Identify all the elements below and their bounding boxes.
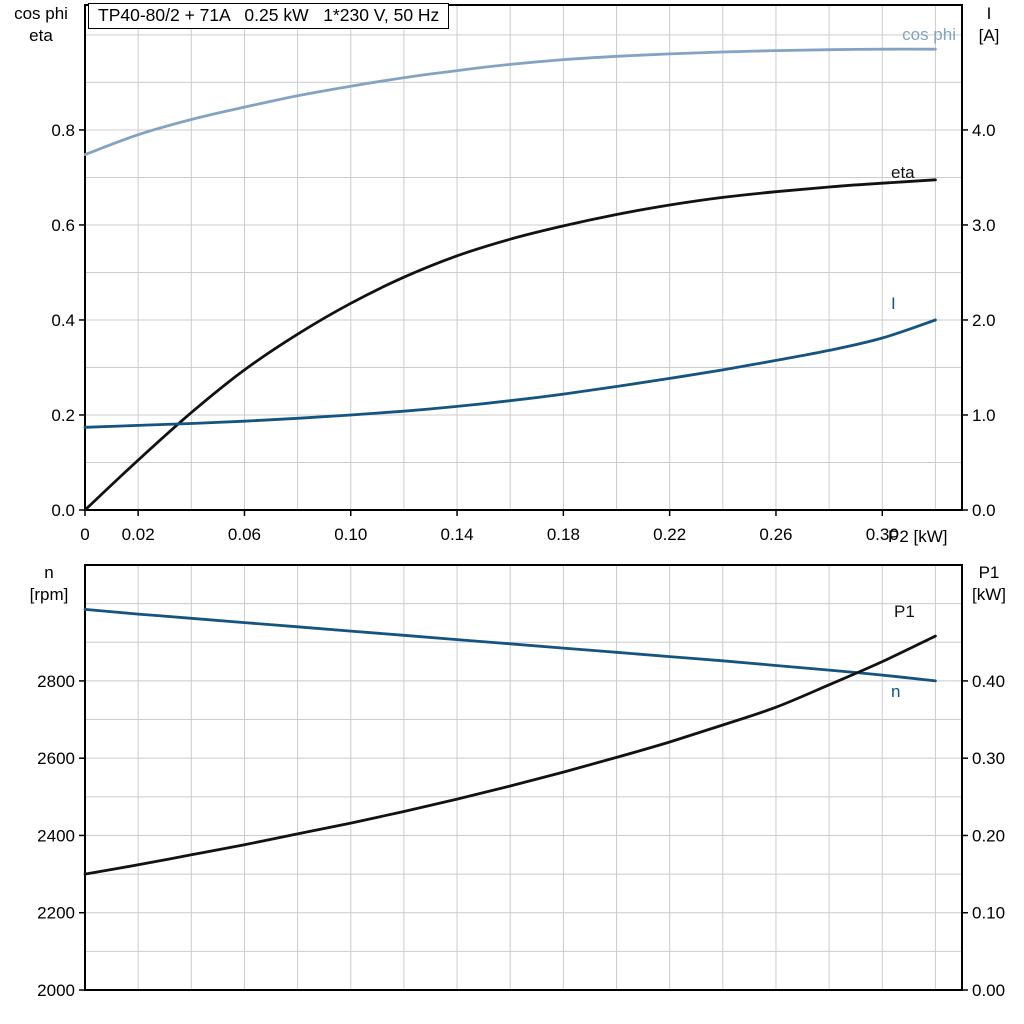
svg-text:2600: 2600	[37, 749, 75, 768]
svg-text:0.4: 0.4	[51, 311, 75, 330]
axis-label-current: I	[986, 4, 992, 23]
svg-text:0.30: 0.30	[972, 749, 1005, 768]
svg-text:2000: 2000	[37, 981, 75, 1000]
svg-text:I: I	[891, 294, 896, 313]
svg-text:0.0: 0.0	[51, 501, 75, 520]
axis-label-eta: eta	[29, 26, 53, 45]
axis-label-rpm-unit: [rpm]	[29, 585, 69, 604]
svg-text:0.10: 0.10	[972, 904, 1005, 923]
svg-text:4.0: 4.0	[972, 121, 996, 140]
bottom-left-axis-label: n [rpm]	[8, 562, 90, 606]
svg-text:n: n	[891, 682, 900, 701]
svg-text:0.14: 0.14	[441, 525, 474, 544]
svg-text:0.0: 0.0	[972, 501, 996, 520]
svg-text:0.10: 0.10	[334, 525, 367, 544]
svg-text:0: 0	[80, 525, 89, 544]
svg-text:0.30: 0.30	[866, 525, 899, 544]
svg-text:2200: 2200	[37, 904, 75, 923]
svg-text:cos phi: cos phi	[902, 25, 956, 44]
svg-text:0.2: 0.2	[51, 406, 75, 425]
axis-label-cos-phi: cos phi	[14, 4, 68, 23]
axis-label-kw-unit: [kW]	[972, 585, 1006, 604]
svg-text:0.8: 0.8	[51, 121, 75, 140]
svg-text:2400: 2400	[37, 826, 75, 845]
axis-label-ampere-unit: [A]	[978, 26, 1000, 45]
svg-text:2.0: 2.0	[972, 311, 996, 330]
top-right-axis-label: I [A]	[964, 3, 1014, 47]
svg-text:1.0: 1.0	[972, 406, 996, 425]
svg-text:0.6: 0.6	[51, 216, 75, 235]
x-axis-label-p2: P2 [kW]	[888, 527, 948, 546]
svg-text:0.02: 0.02	[122, 525, 155, 544]
svg-text:0.40: 0.40	[972, 672, 1005, 691]
svg-text:0.20: 0.20	[972, 826, 1005, 845]
top-left-axis-label: cos phi eta	[0, 3, 82, 47]
svg-text:2800: 2800	[37, 672, 75, 691]
svg-text:0.06: 0.06	[228, 525, 261, 544]
axis-label-speed: n	[44, 563, 54, 582]
svg-text:3.0: 3.0	[972, 216, 996, 235]
axis-label-p1: P1	[978, 563, 1000, 582]
svg-text:eta: eta	[891, 163, 915, 182]
svg-text:0.18: 0.18	[547, 525, 580, 544]
svg-text:0.26: 0.26	[759, 525, 792, 544]
svg-text:P1: P1	[894, 602, 915, 621]
svg-text:0.00: 0.00	[972, 981, 1005, 1000]
bottom-right-axis-label: P1 [kW]	[962, 562, 1016, 606]
chart-title-box: TP40-80/2 + 71A 0.25 kW 1*230 V, 50 Hz	[88, 3, 450, 29]
svg-text:0.22: 0.22	[653, 525, 686, 544]
